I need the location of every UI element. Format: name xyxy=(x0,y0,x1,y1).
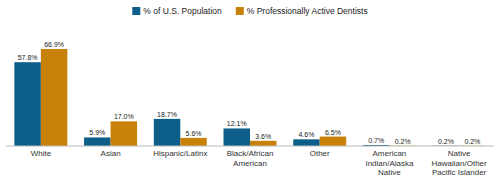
x-tick-label: NativeHawaiian/OtherPacific Islander xyxy=(432,149,487,177)
legend-swatch xyxy=(132,7,140,15)
bar xyxy=(250,141,276,146)
x-axis-line xyxy=(6,146,494,147)
data-label: 57.8% xyxy=(18,54,38,61)
x-tick-label-line: Hispanic/Latinx xyxy=(153,149,207,158)
x-tick-label-line: Native xyxy=(378,168,401,177)
x-tick-label-line: Asian xyxy=(101,149,121,158)
data-labels: 57.8% 5.9% 18.7% 12.1% 4.6% 0.7% 0.2% 66.9% 17.0… xyxy=(18,41,481,145)
data-label: 5.9% xyxy=(89,129,105,136)
x-tick-label: Hispanic/Latinx xyxy=(153,149,207,158)
data-label: 3.6% xyxy=(255,133,271,140)
chart-container: 57.8% 5.9% 18.7% 12.1% 4.6% 0.7% 0.2% 66.9% 17.0… xyxy=(0,0,500,188)
data-label: 66.9% xyxy=(44,41,64,48)
data-label: 6.5% xyxy=(325,129,341,136)
x-tick-label-line: Native xyxy=(448,149,471,158)
bars xyxy=(14,49,485,146)
data-label: 17.0% xyxy=(114,113,134,120)
x-tick-label-line: Hawaiian/Other xyxy=(432,159,487,168)
x-tick-label-line: Pacific Islander xyxy=(432,168,487,177)
x-tick-label-line: American xyxy=(373,149,407,158)
page: {"chart_data": {"type": "bar", "categori… xyxy=(0,0,500,188)
legend: % of U.S. Population % Professionally Act… xyxy=(132,6,367,16)
x-tick-label-line: White xyxy=(31,149,52,158)
chart: 57.8% 5.9% 18.7% 12.1% 4.6% 0.7% 0.2% 66.9% 17.0… xyxy=(0,0,500,188)
bar xyxy=(293,139,319,146)
legend-item: % of U.S. Population xyxy=(132,6,222,16)
data-label: 5.6% xyxy=(186,130,202,137)
data-label: 4.6% xyxy=(298,131,314,138)
x-tick-label: AmericanIndian/AlaskaNative xyxy=(365,149,414,177)
bar xyxy=(224,128,250,146)
x-tick-labels: WhiteAsianHispanic/LatinxBlack/AfricanAm… xyxy=(31,149,487,177)
legend-label: % Professionally Active Dentists xyxy=(247,6,368,16)
bar xyxy=(14,62,40,146)
legend-label: % of U.S. Population xyxy=(143,6,222,16)
x-tick-label: White xyxy=(31,149,52,158)
bar xyxy=(84,137,110,146)
data-label: 0.2% xyxy=(464,138,480,145)
data-label: 18.7% xyxy=(157,111,177,118)
x-tick-label: Other xyxy=(310,149,330,158)
data-label: 0.2% xyxy=(438,138,454,145)
legend-swatch xyxy=(236,7,244,15)
data-label: 0.2% xyxy=(395,138,411,145)
x-tick-label-line: Indian/Alaska xyxy=(365,159,414,168)
legend-item: % Professionally Active Dentists xyxy=(236,6,368,16)
data-label: 0.7% xyxy=(368,137,384,144)
x-tick-label: Black/AfricanAmerican xyxy=(227,149,274,168)
bar xyxy=(154,119,180,146)
x-tick-label-line: American xyxy=(233,159,267,168)
bar xyxy=(320,137,346,146)
bar xyxy=(41,49,67,146)
x-tick-label-line: Other xyxy=(310,149,330,158)
x-tick-label-line: Black/African xyxy=(227,149,274,158)
x-tick-label: Asian xyxy=(101,149,121,158)
data-label: 12.1% xyxy=(227,120,247,127)
bar xyxy=(111,121,137,146)
bar xyxy=(180,138,206,146)
